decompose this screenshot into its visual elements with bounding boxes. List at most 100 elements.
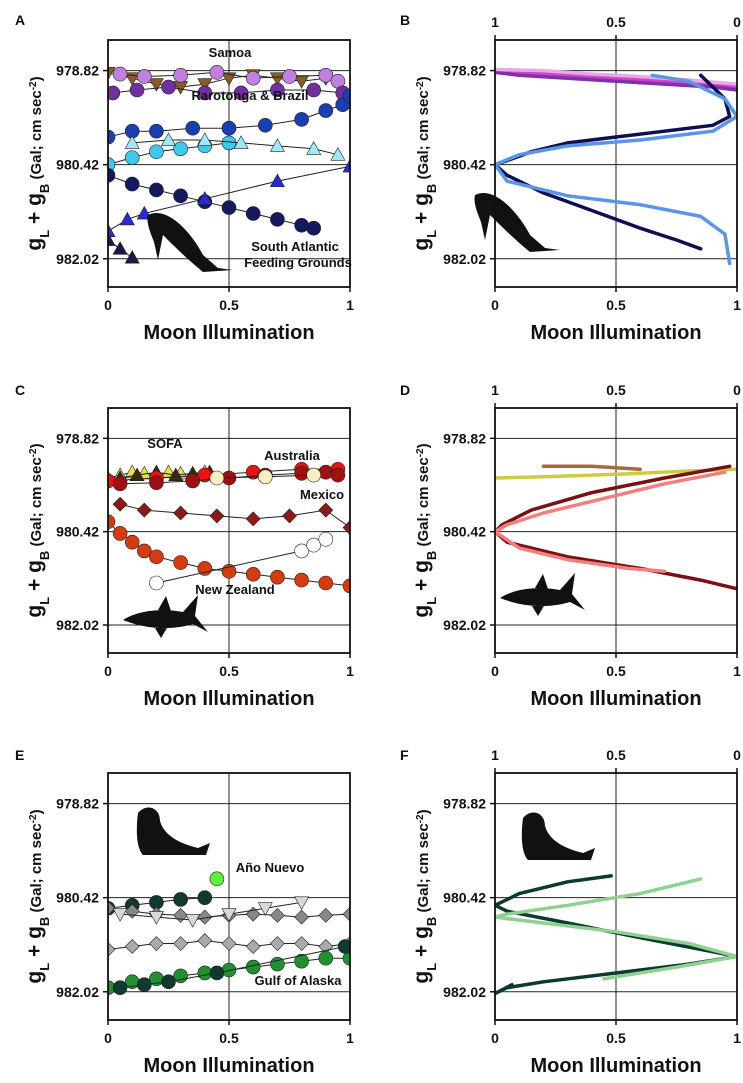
silhouette — [123, 595, 208, 638]
data-point — [306, 141, 322, 155]
data-point — [270, 82, 285, 98]
data-point — [112, 496, 128, 512]
y-tick-label: 978.82 — [56, 796, 99, 812]
x-top-tick-label: 0 — [733, 14, 741, 30]
x-axis-label: Moon Illumination — [530, 322, 701, 344]
y-tick-label: 980.42 — [56, 524, 99, 540]
data-point — [209, 470, 225, 486]
data-point — [112, 980, 128, 995]
data-point — [197, 191, 213, 205]
data-point — [318, 950, 334, 966]
region-label: South Atlantic — [251, 239, 339, 254]
data-point — [108, 942, 116, 957]
data-point — [294, 466, 309, 481]
data-point — [137, 977, 152, 993]
data-point — [148, 936, 164, 951]
panel-a: A 978.82 980.42 982.02 0 0.5 1 Moon Illuminatio… — [15, 12, 354, 344]
elephant-seal-icon — [136, 807, 210, 855]
y-axis-label: gL + gB (Gal; cm sec-2) — [23, 76, 52, 250]
panel-letter: C — [15, 382, 25, 398]
y-tick-label: 978.82 — [443, 796, 486, 812]
panel-e: E 978.82 980.42 982.02 0 0.5 1 Moon Illuminatio… — [15, 747, 354, 1077]
silhouette — [500, 573, 585, 616]
data-point — [124, 176, 140, 192]
data-point — [124, 939, 140, 954]
data-point — [221, 200, 237, 215]
data-point — [149, 144, 164, 160]
x-tick-label: 1 — [346, 663, 354, 679]
series-line — [495, 73, 732, 251]
data-point — [185, 120, 200, 136]
data-point — [112, 241, 128, 255]
series-line — [495, 874, 737, 996]
plot-area — [495, 67, 737, 266]
data-point — [342, 88, 350, 104]
y-tick-label: 980.42 — [443, 890, 486, 906]
data-point — [119, 211, 135, 226]
data-point — [306, 537, 322, 553]
x-tick-label: 1 — [733, 663, 741, 679]
data-point — [269, 936, 285, 951]
x-top-tick-label: 0 — [733, 747, 741, 763]
data-point — [294, 112, 309, 127]
y-axis-label: gL + gB (Gal; cm sec-2) — [410, 76, 439, 250]
x-tick-label: 0.5 — [219, 663, 239, 679]
elephant-seal-icon — [521, 812, 595, 860]
data-point — [197, 132, 213, 146]
plot-area — [108, 461, 350, 594]
data-point — [337, 939, 350, 954]
data-point — [342, 158, 350, 173]
data-point — [221, 908, 237, 922]
series-connector — [108, 95, 350, 138]
data-point — [342, 950, 350, 966]
y-tick-label: 980.42 — [443, 157, 486, 173]
data-point — [306, 220, 322, 236]
data-point — [294, 936, 310, 951]
x-tick-label: 0.5 — [219, 297, 239, 313]
data-point — [129, 82, 145, 98]
data-point — [112, 908, 128, 922]
data-point — [282, 508, 297, 524]
data-point — [108, 167, 116, 183]
data-point — [161, 974, 176, 990]
series-line — [541, 464, 642, 472]
x-tick-label: 0 — [104, 1030, 112, 1046]
data-point — [257, 902, 273, 916]
region-label: Mexico — [300, 487, 344, 502]
region-label: Feeding Grounds — [244, 255, 352, 270]
data-point — [197, 85, 213, 101]
y-axis-label: gL + gB (Gal; cm sec-2) — [410, 809, 439, 983]
data-point — [161, 79, 176, 95]
data-point — [318, 907, 334, 923]
data-point — [149, 475, 164, 490]
data-point — [124, 249, 140, 264]
series-line — [495, 470, 727, 574]
data-point — [124, 135, 140, 149]
series-line — [495, 67, 737, 86]
data-point — [342, 906, 350, 922]
y-axis-label: gL + gB (Gal; cm sec-2) — [23, 809, 52, 983]
data-point — [294, 75, 310, 89]
data-point — [306, 82, 322, 98]
x-tick-label: 1 — [346, 1030, 354, 1046]
series-connector — [119, 503, 350, 529]
panel-letter: D — [400, 382, 410, 398]
x-axis-label: Moon Illumination — [530, 688, 701, 710]
x-tick-label: 1 — [733, 1030, 741, 1046]
panel-b: B 978.82 980.42 982.02 0 1 0.5 0.5 1 0 Moon Illumi… — [400, 12, 741, 344]
data-point — [330, 467, 346, 483]
data-point — [318, 575, 334, 591]
data-point — [108, 514, 116, 530]
data-point — [124, 150, 140, 165]
data-point — [148, 911, 164, 925]
x-tick-label: 0 — [104, 297, 112, 313]
silhouette — [136, 807, 210, 855]
panel-d: D 978.82 980.42 982.02 0 1 0.5 0.5 1 0 Moon Illumi… — [400, 382, 741, 710]
data-point — [269, 173, 285, 188]
data-point — [269, 72, 285, 86]
x-axis-label: Moon Illumination — [143, 1055, 314, 1077]
data-point — [318, 531, 334, 547]
data-point — [245, 511, 261, 527]
silhouette — [521, 812, 595, 860]
x-top-tick-label: 1 — [491, 747, 499, 763]
